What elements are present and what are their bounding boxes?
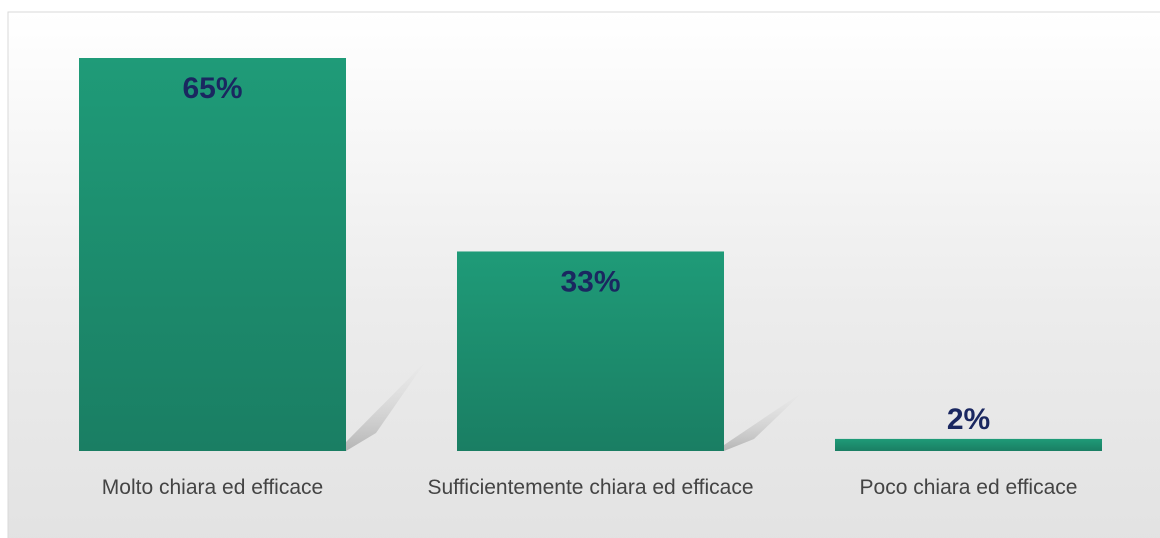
x-tick-label: Sufficientemente chiara ed efficace <box>427 476 754 499</box>
bar-shadow <box>724 391 804 451</box>
x-tick-label: Molto chiara ed efficace <box>101 476 324 499</box>
x-tick-label: Poco chiara ed efficace <box>859 476 1078 499</box>
value-label: 65% <box>182 72 242 105</box>
value-label: 2% <box>947 403 990 436</box>
bar <box>79 58 346 451</box>
bar-shadow <box>346 361 426 451</box>
bar <box>835 438 1102 451</box>
bar <box>457 251 724 451</box>
value-label: 33% <box>560 265 620 298</box>
